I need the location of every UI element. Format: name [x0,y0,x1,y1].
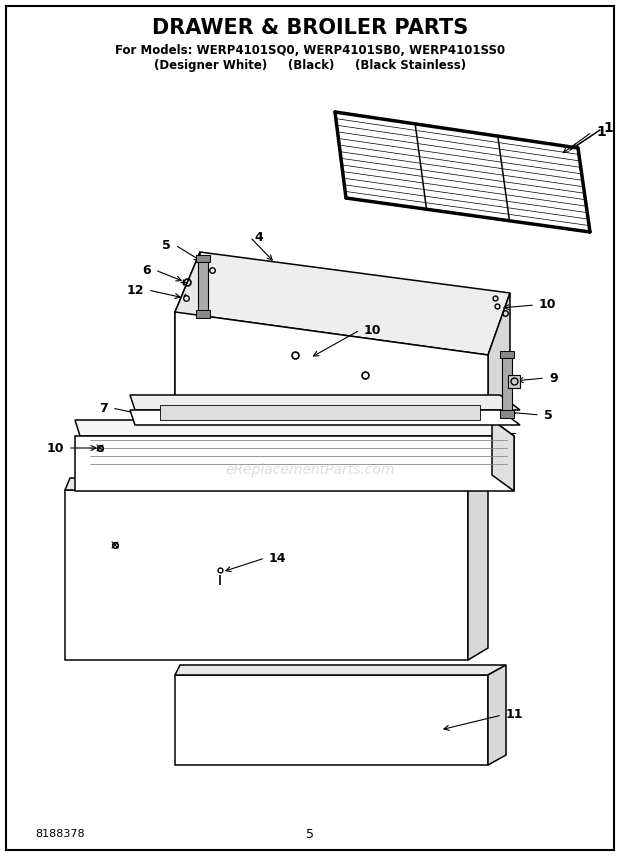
Polygon shape [130,395,520,410]
Polygon shape [488,665,506,765]
Text: (Designer White)     (Black)     (Black Stainless): (Designer White) (Black) (Black Stainles… [154,58,466,72]
Text: eReplacementParts.com: eReplacementParts.com [225,463,395,477]
Text: 1: 1 [596,125,606,139]
Polygon shape [175,252,200,397]
Polygon shape [492,420,514,491]
Text: 5: 5 [544,408,553,421]
Polygon shape [175,665,506,675]
Polygon shape [198,258,208,315]
Text: 11: 11 [506,709,523,722]
Polygon shape [508,375,520,388]
Polygon shape [175,675,488,765]
Polygon shape [500,410,514,418]
Text: 5: 5 [162,239,171,252]
Text: 10: 10 [46,442,64,455]
Polygon shape [160,405,480,420]
Polygon shape [488,293,510,440]
Polygon shape [196,255,210,262]
Text: 14: 14 [269,551,286,564]
Polygon shape [130,410,520,425]
Polygon shape [75,436,514,491]
Text: 8188378: 8188378 [35,829,84,839]
Polygon shape [65,478,488,490]
Polygon shape [500,351,514,358]
Polygon shape [65,490,468,660]
Polygon shape [175,312,488,440]
Polygon shape [75,420,514,436]
Polygon shape [175,337,205,402]
Text: 12: 12 [126,283,144,296]
Text: 10: 10 [364,324,381,336]
Text: DRAWER & BROILER PARTS: DRAWER & BROILER PARTS [152,18,468,38]
Text: 10: 10 [539,299,557,312]
Polygon shape [335,112,590,232]
Text: 6: 6 [143,264,151,276]
Polygon shape [196,310,210,318]
Polygon shape [502,355,512,415]
Text: 5: 5 [306,828,314,841]
Polygon shape [175,252,510,355]
Text: 7: 7 [99,401,108,414]
Polygon shape [468,478,488,660]
Text: 1: 1 [603,121,613,135]
Text: For Models: WERP4101SQ0, WERP4101SB0, WERP4101SS0: For Models: WERP4101SQ0, WERP4101SB0, WE… [115,44,505,56]
Text: 9: 9 [549,372,557,384]
Text: 4: 4 [254,230,263,243]
